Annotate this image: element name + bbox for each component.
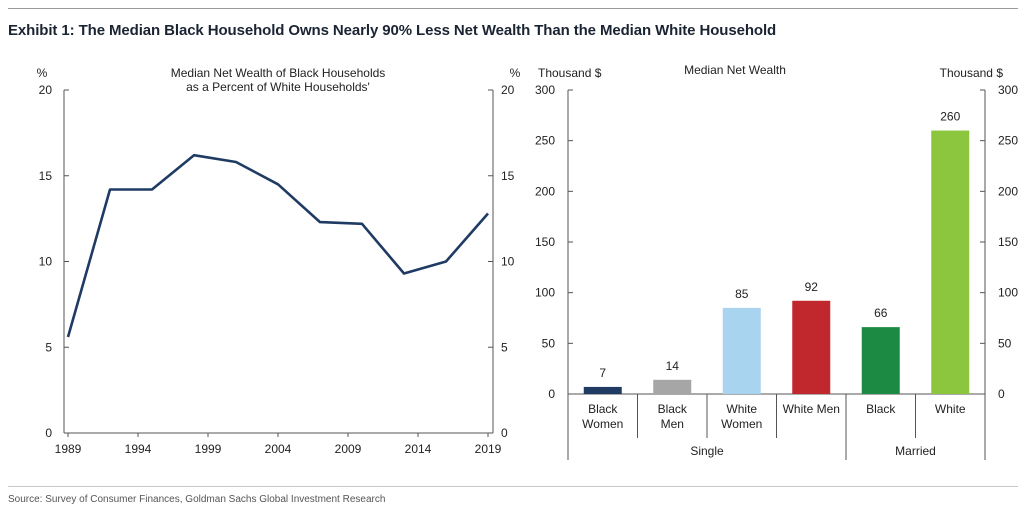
line-left-tick-label: 0 xyxy=(45,426,52,440)
line-right-tick-label: 15 xyxy=(501,169,515,183)
bar-left-tick-label: 50 xyxy=(542,336,556,350)
bar-5 xyxy=(931,130,970,395)
bar-category-label-line2: Men xyxy=(661,417,684,431)
bar-left-tick-label: 0 xyxy=(548,387,555,401)
bar-value-label: 92 xyxy=(805,280,819,294)
line-left-tick-label: 20 xyxy=(39,83,53,97)
bar-left-tick-label: 250 xyxy=(535,134,555,148)
line-x-tick-label: 1994 xyxy=(125,442,152,456)
bar-category-label-line2: Women xyxy=(721,417,762,431)
bar-category-label-line1: Black xyxy=(866,402,896,416)
line-x-tick-label: 1989 xyxy=(55,442,82,456)
line-right-axis-unit: % xyxy=(510,66,521,80)
line-right-tick-label: 10 xyxy=(501,255,515,269)
bar-category-label-line1: White xyxy=(726,402,757,416)
bar-category-label-line2: Women xyxy=(582,417,623,431)
bar-category-label-line1: White xyxy=(935,402,966,416)
bar-right-tick-label: 250 xyxy=(998,134,1018,148)
source-note: Source: Survey of Consumer Finances, Gol… xyxy=(8,494,386,505)
bar-right-axis-unit: Thousand $ xyxy=(940,66,1004,80)
line-left-tick-label: 10 xyxy=(39,255,53,269)
line-right-tick-label: 20 xyxy=(501,83,515,97)
bar-category-label-line1: Black xyxy=(658,402,688,416)
top-rule xyxy=(8,8,1018,9)
line-x-tick-label: 2004 xyxy=(265,442,292,456)
bar-left-tick-label: 300 xyxy=(535,83,555,97)
bar-right-tick-label: 300 xyxy=(998,83,1018,97)
line-x-tick-label: 2009 xyxy=(335,442,362,456)
line-right-tick-label: 0 xyxy=(501,426,508,440)
bar-chart-title: Median Net Wealth xyxy=(684,63,786,77)
charts-canvas: Median Net Wealth of Black Households as… xyxy=(37,63,1018,460)
line-x-tick-label: 2019 xyxy=(475,442,502,456)
bar-value-label: 66 xyxy=(874,306,888,320)
bar-right-tick-label: 0 xyxy=(998,387,1005,401)
line-left-axis-unit: % xyxy=(37,66,48,80)
series-line-black-to-white-wealth-ratio xyxy=(66,153,489,338)
line-left-tick-label: 5 xyxy=(45,340,52,354)
bar-category-label-line1: Black xyxy=(588,402,618,416)
bar-4 xyxy=(861,327,900,394)
bar-right-tick-label: 200 xyxy=(998,184,1018,198)
line-chart-subtitle: as a Percent of White Households' xyxy=(186,80,370,94)
line-chart: Median Net Wealth of Black Households as… xyxy=(37,66,521,456)
bar-right-tick-label: 50 xyxy=(998,336,1012,350)
bar-left-tick-label: 200 xyxy=(535,184,555,198)
bar-value-label: 7 xyxy=(599,366,606,380)
bar-chart: Median Net Wealth Thousand $ Thousand $ … xyxy=(535,63,1018,460)
line-x-tick-label: 1999 xyxy=(195,442,222,456)
bar-2 xyxy=(722,307,761,394)
line-right-tick-label: 5 xyxy=(501,340,508,354)
bottom-rule xyxy=(8,486,1018,487)
bar-value-label: 85 xyxy=(735,287,749,301)
bar-right-tick-label: 150 xyxy=(998,235,1018,249)
bar-value-label: 14 xyxy=(666,359,680,373)
bar-1 xyxy=(653,379,692,394)
bar-0 xyxy=(583,386,622,394)
line-x-tick-label: 2014 xyxy=(405,442,432,456)
bar-left-tick-label: 150 xyxy=(535,235,555,249)
bar-left-tick-label: 100 xyxy=(535,286,555,300)
bar-group-label: Married xyxy=(895,444,936,458)
bar-category-label-line1: White Men xyxy=(783,402,840,416)
bar-value-label: 260 xyxy=(940,110,960,124)
bar-3 xyxy=(792,300,831,394)
bar-group-label: Single xyxy=(690,444,724,458)
bar-right-tick-label: 100 xyxy=(998,286,1018,300)
exhibit-title: Exhibit 1: The Median Black Household Ow… xyxy=(8,22,777,39)
line-left-tick-label: 15 xyxy=(39,169,53,183)
line-chart-title: Median Net Wealth of Black Households xyxy=(171,66,386,80)
bar-left-axis-unit: Thousand $ xyxy=(538,66,602,80)
